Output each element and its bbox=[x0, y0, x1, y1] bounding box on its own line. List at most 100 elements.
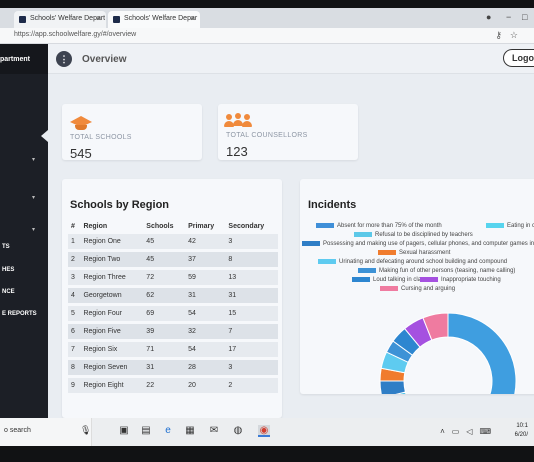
donut-slice[interactable] bbox=[401, 312, 517, 394]
legend-label: Making fun of other persons (teasing, na… bbox=[379, 268, 516, 275]
task-view-icon[interactable]: ▣ bbox=[119, 425, 129, 436]
network-icon[interactable]: ▭ bbox=[451, 427, 467, 436]
table-cell: 1 bbox=[68, 234, 81, 249]
legend-item[interactable]: Refusal to be disciplined by teachers bbox=[354, 232, 473, 238]
donut-slice[interactable] bbox=[379, 380, 406, 394]
table-row: 8 Region Seven 31 28 3 bbox=[68, 360, 278, 375]
keyboard-icon[interactable]: ⌨ bbox=[479, 427, 498, 436]
table-row: 3 Region Three 72 59 13 bbox=[68, 270, 278, 285]
sidebar-item-nce[interactable]: NCE bbox=[2, 289, 15, 295]
legend-item[interactable]: Possessing and making use of pagers, cel… bbox=[302, 241, 534, 247]
tab-close-icon[interactable]: × bbox=[190, 14, 195, 23]
taskbar: o search 🎙 ▣ ▤ e ▦ ✉ ◍ ◉ ˄▭◁⌨ 10:1 6/20/ bbox=[0, 418, 534, 446]
legend-item[interactable]: Absent for more than 75% of the month bbox=[316, 223, 442, 229]
chat-icon[interactable]: ◍ bbox=[233, 425, 243, 436]
table-cell: Region Two bbox=[80, 252, 144, 267]
sidebar: partment ▾ ▾ ▾ TS HES NCE E REPORTS bbox=[0, 44, 48, 418]
table-cell: 15 bbox=[225, 306, 278, 321]
donut-slice[interactable] bbox=[392, 327, 421, 356]
donut-slice[interactable] bbox=[422, 312, 449, 341]
key-icon[interactable]: ⚷ bbox=[495, 30, 510, 40]
browser-tab[interactable]: Schools' Welfare Depart × bbox=[14, 11, 106, 28]
tab-close-icon[interactable]: × bbox=[96, 14, 101, 23]
logout-button[interactable]: Logo bbox=[503, 49, 534, 67]
donut-slice[interactable] bbox=[379, 367, 406, 382]
browser-tab-active[interactable]: Schools' Welfare Depar × bbox=[108, 11, 200, 28]
mail-icon[interactable]: ✉ bbox=[209, 425, 219, 436]
legend-item[interactable]: Urinating and defecating around school b… bbox=[318, 259, 507, 265]
table-cell: 7 bbox=[68, 342, 81, 357]
donut-slice[interactable] bbox=[403, 317, 433, 348]
chevron-down-icon[interactable]: ▾ bbox=[32, 227, 36, 233]
donut-slice[interactable] bbox=[385, 340, 414, 363]
section-title: Incidents bbox=[308, 199, 357, 211]
legend-label: Possessing and making use of pagers, cel… bbox=[323, 241, 534, 248]
chevron-down-icon[interactable]: ▾ bbox=[32, 157, 36, 163]
table-cell: 8 bbox=[225, 252, 278, 267]
legend-item[interactable]: Making fun of other persons (teasing, na… bbox=[358, 268, 515, 274]
url-text[interactable]: https://app.schoolwelfare.gy/#/overview bbox=[14, 31, 137, 38]
donut-slice[interactable] bbox=[380, 351, 409, 374]
column-header: Region bbox=[83, 223, 108, 230]
table-cell: 45 bbox=[143, 234, 186, 249]
legend-swatch bbox=[380, 286, 398, 291]
table-cell: 20 bbox=[185, 378, 226, 393]
sidebar-item-ts[interactable]: TS bbox=[2, 244, 10, 250]
table-row: 9 Region Eight 22 20 2 bbox=[68, 378, 278, 393]
taskbar-search[interactable]: o search 🎙 bbox=[0, 418, 92, 446]
taskbar-search-label: o search bbox=[4, 427, 31, 434]
tab-favicon-icon bbox=[113, 16, 120, 23]
legend-label: Refusal to be disciplined by teachers bbox=[375, 232, 473, 239]
clock[interactable]: 10:1 6/20/ bbox=[515, 422, 528, 440]
table-cell: 71 bbox=[143, 342, 186, 357]
table-cell: Region One bbox=[80, 234, 144, 249]
table-cell: 32 bbox=[185, 324, 226, 339]
chevron-up-icon[interactable]: ˄ bbox=[440, 427, 452, 436]
table-cell: 5 bbox=[68, 306, 81, 321]
legend-label: Loud talking in class bbox=[373, 277, 428, 284]
tab-favicon-icon bbox=[19, 16, 26, 23]
legend-swatch bbox=[378, 250, 396, 255]
sidebar-active-indicator bbox=[41, 130, 48, 142]
sidebar-item-hes[interactable]: HES bbox=[2, 267, 15, 273]
edge-icon[interactable]: e bbox=[165, 425, 171, 436]
chevron-down-icon[interactable]: ▾ bbox=[32, 195, 36, 201]
table-cell: 7 bbox=[225, 324, 278, 339]
table-cell: 2 bbox=[225, 378, 278, 393]
system-tray-icons: ˄▭◁⌨ bbox=[440, 427, 498, 436]
star-icon[interactable]: ☆ bbox=[509, 30, 526, 40]
legend-item[interactable]: Cursing and arguing bbox=[380, 286, 455, 292]
table-cell: Georgetown bbox=[80, 288, 144, 303]
table-cell: 9 bbox=[68, 378, 81, 393]
table-cell: 17 bbox=[225, 342, 278, 357]
table-cell: 13 bbox=[225, 270, 278, 285]
donut-slice[interactable] bbox=[382, 391, 409, 394]
chrome-icon[interactable]: ◉ bbox=[258, 425, 270, 437]
stat-value: 545 bbox=[70, 146, 92, 161]
table-row: 6 Region Five 39 32 7 bbox=[68, 324, 278, 339]
legend-swatch bbox=[318, 259, 336, 264]
table-cell: 4 bbox=[68, 288, 81, 303]
legend-item[interactable]: Eating in class bbox=[486, 223, 534, 229]
menu-icon[interactable]: ⋮ bbox=[56, 51, 72, 67]
table-cell: 3 bbox=[225, 360, 278, 375]
table-cell: 31 bbox=[143, 360, 186, 375]
incidents-card: Incidents Absent for more than 75% of th… bbox=[300, 179, 534, 394]
table-cell: 42 bbox=[185, 234, 226, 249]
profile-icon[interactable]: ● bbox=[486, 12, 492, 22]
section-title: Schools by Region bbox=[70, 199, 170, 211]
maximize-icon[interactable]: □ bbox=[522, 12, 528, 22]
sidebar-item-reports[interactable]: E REPORTS bbox=[2, 311, 37, 317]
microphone-icon[interactable]: 🎙 bbox=[80, 425, 92, 435]
file-explorer-icon[interactable]: ▤ bbox=[141, 425, 151, 436]
minimize-icon[interactable]: − bbox=[506, 12, 512, 22]
volume-icon[interactable]: ◁ bbox=[466, 427, 480, 436]
legend-item[interactable]: Sexual harassment bbox=[378, 250, 450, 256]
table-cell: Region Seven bbox=[80, 360, 144, 375]
legend-item[interactable]: Inappropriate touching bbox=[420, 277, 501, 283]
store-icon[interactable]: ▦ bbox=[185, 425, 195, 436]
legend-item[interactable]: Loud talking in class bbox=[352, 277, 427, 283]
address-bar[interactable]: https://app.schoolwelfare.gy/#/overview … bbox=[0, 28, 534, 44]
tab-label: Schools' Welfare Depar bbox=[124, 15, 198, 22]
